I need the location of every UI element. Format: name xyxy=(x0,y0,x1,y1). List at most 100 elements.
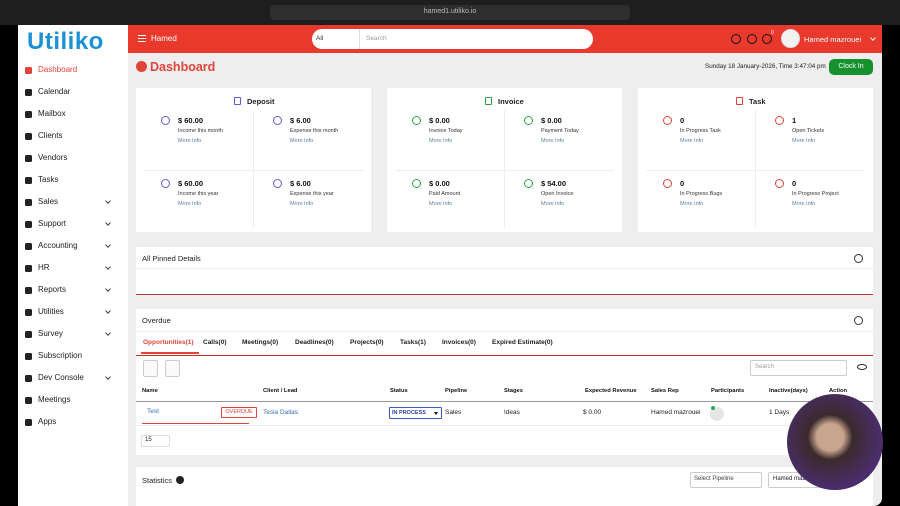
menu-icon xyxy=(25,154,32,162)
cell-revenue: $ 0.00 xyxy=(583,409,602,417)
menu-item[interactable]: Utilities xyxy=(38,307,64,317)
topbar-icon[interactable] xyxy=(762,34,772,44)
menu-item[interactable]: Mailbox xyxy=(38,109,66,119)
stat-label: Open Tickets xyxy=(792,127,825,134)
url: hamed1.utiliko.io xyxy=(423,8,477,16)
user-name[interactable]: Hamed mazrouei xyxy=(804,34,862,44)
cell-client[interactable]: Tesla Dallas xyxy=(263,409,299,417)
overdue-title: Overdue xyxy=(142,315,171,325)
page-size-select[interactable] xyxy=(141,435,170,447)
stat-link[interactable]: More Info xyxy=(178,200,202,207)
tab[interactable]: Deadlines(0) xyxy=(295,339,334,347)
table-header: Expected Revenue xyxy=(585,387,637,394)
menu-icon xyxy=(25,110,32,118)
menu-icon xyxy=(25,264,32,272)
overdue-badge-text: OVERDUE xyxy=(225,408,253,415)
stat-value: $ 6.00 xyxy=(290,178,311,188)
menu-item[interactable]: Vendors xyxy=(38,153,68,163)
clock-in-button[interactable] xyxy=(829,59,873,75)
tab[interactable]: Tasks(1) xyxy=(400,339,426,347)
table-header: Sales Rep xyxy=(651,387,679,394)
address-bar xyxy=(270,5,630,20)
menu-icon xyxy=(25,176,32,184)
tab[interactable]: Projects(0) xyxy=(350,339,384,347)
menu-item[interactable]: Support xyxy=(38,219,67,229)
card-icon xyxy=(736,97,743,105)
collapse-icon[interactable] xyxy=(854,254,863,263)
topbar-icon[interactable] xyxy=(747,34,757,44)
stat-link[interactable]: More Info xyxy=(680,200,704,207)
table-header: Pipeline xyxy=(445,387,468,394)
stat-label: In Progress Project xyxy=(792,190,839,197)
pinned-panel xyxy=(136,247,873,295)
card-divider xyxy=(395,170,614,171)
search-scope[interactable] xyxy=(312,29,360,49)
tab[interactable]: Invoices(0) xyxy=(442,339,476,347)
stat-link[interactable]: More Info xyxy=(290,200,314,207)
stat-link[interactable]: More Info xyxy=(541,200,565,207)
tab[interactable]: Expired Estimate(0) xyxy=(492,339,553,347)
menu-item[interactable]: Clients xyxy=(38,131,63,141)
hamburger-line xyxy=(138,38,146,40)
menu-item[interactable]: Dashboard xyxy=(38,65,78,75)
stat-value: $ 54.00 xyxy=(541,178,567,188)
dashboard-icon xyxy=(136,61,147,72)
webcam-overlay xyxy=(787,394,883,490)
menu-icon xyxy=(25,88,32,96)
card-divider xyxy=(144,170,363,171)
notification-badge: 0 xyxy=(771,30,774,36)
card-divider xyxy=(755,110,756,228)
tab[interactable]: Meetings(0) xyxy=(242,339,279,347)
stat-icon xyxy=(524,115,533,125)
menu-icon xyxy=(25,330,32,338)
menu-item[interactable]: Tasks xyxy=(38,175,59,185)
header-rule xyxy=(136,401,873,403)
menu-item[interactable]: Subscription xyxy=(38,351,83,361)
stat-link[interactable]: More Info xyxy=(792,137,816,144)
statistics-title: Statistics xyxy=(142,475,173,485)
logo: Utiliko xyxy=(27,27,104,55)
stat-value: 0 xyxy=(680,115,685,125)
topbar-icon[interactable] xyxy=(731,34,741,44)
stat-icon xyxy=(412,115,421,125)
stat-link[interactable]: More Info xyxy=(290,137,314,144)
menu-item[interactable]: HR xyxy=(38,263,50,273)
stat-link[interactable]: More Info xyxy=(680,137,704,144)
tabs-rule xyxy=(136,355,873,357)
cell-name[interactable]: Test xyxy=(147,408,159,416)
menu-item[interactable]: Sales xyxy=(38,197,59,207)
menu-icon xyxy=(25,374,32,382)
table-header: Client / Lead xyxy=(263,387,298,394)
stat-link[interactable]: More Info xyxy=(541,137,565,144)
eye-icon[interactable] xyxy=(857,364,867,370)
export-button[interactable] xyxy=(165,360,180,377)
tab[interactable]: Opportunities(1) xyxy=(143,339,194,347)
search-input[interactable] xyxy=(360,29,593,49)
menu-item[interactable]: Dev Console xyxy=(38,373,84,383)
stat-value: 1 xyxy=(792,115,797,125)
stat-link[interactable]: More Info xyxy=(178,137,202,144)
menu-item[interactable]: Accounting xyxy=(38,241,78,251)
status-select[interactable] xyxy=(389,407,442,419)
status-text: IN PROCESS xyxy=(392,409,426,416)
stat-link[interactable]: More Info xyxy=(429,137,453,144)
stat-label: Payment Today xyxy=(541,127,579,134)
stat-link[interactable]: More Info xyxy=(792,200,816,207)
menu-item[interactable]: Meetings xyxy=(38,395,71,405)
table-search[interactable] xyxy=(750,360,847,376)
collapse-icon[interactable] xyxy=(854,316,863,325)
stat-label: In Progress Task xyxy=(680,127,721,134)
stat-link[interactable]: More Info xyxy=(429,200,453,207)
menu-item[interactable]: Survey xyxy=(38,329,63,339)
table-header: Status xyxy=(390,387,408,394)
menu-item[interactable]: Reports xyxy=(38,285,67,295)
menu-icon xyxy=(25,66,32,74)
menu-item[interactable]: Apps xyxy=(38,417,57,427)
tab[interactable]: Calls(0) xyxy=(203,339,227,347)
cell-pipeline: Sales xyxy=(445,409,462,417)
menu-item[interactable]: Calendar xyxy=(38,87,71,97)
menu-icon xyxy=(25,220,32,228)
export-button[interactable] xyxy=(143,360,158,377)
pipeline-select[interactable] xyxy=(690,472,762,488)
stat-label: Invoice Today xyxy=(429,127,463,134)
